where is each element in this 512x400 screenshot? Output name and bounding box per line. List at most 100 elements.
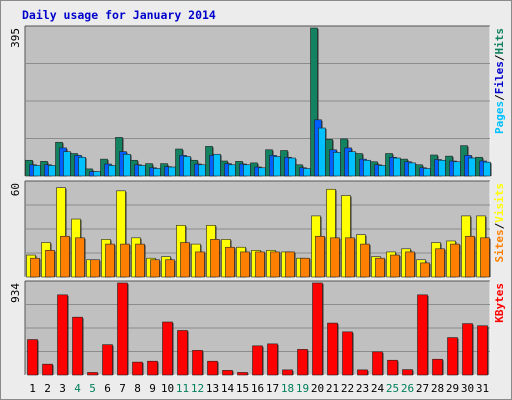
y-max-label: 60 bbox=[9, 183, 22, 196]
series-legend: Pages/Files/Hits bbox=[493, 28, 506, 134]
bar-sites-10 bbox=[165, 259, 175, 278]
bar-kbytes-7 bbox=[117, 282, 128, 376]
bar-pages-19 bbox=[303, 168, 311, 177]
bar-sites-20 bbox=[315, 235, 325, 278]
bar-pages-14 bbox=[228, 164, 236, 177]
bar-kbytes-2 bbox=[42, 363, 53, 376]
bar-sites-31 bbox=[480, 237, 490, 278]
bar-pages-26 bbox=[408, 162, 416, 177]
x-label-day-22: 22 bbox=[341, 382, 354, 395]
bar-pages-23 bbox=[363, 159, 371, 177]
bar-kbytes-8 bbox=[132, 361, 143, 376]
bar-sites-15 bbox=[240, 251, 250, 278]
x-label-day-30: 30 bbox=[461, 382, 474, 395]
bar-pages-11 bbox=[183, 156, 191, 177]
legend-visits: Visits bbox=[493, 183, 506, 223]
bar-sites-23 bbox=[360, 243, 370, 278]
bar-kbytes-25 bbox=[387, 359, 398, 376]
x-label-day-4: 4 bbox=[74, 382, 81, 395]
bar-kbytes-20 bbox=[312, 282, 323, 376]
x-label-day-17: 17 bbox=[266, 382, 279, 395]
bar-kbytes-1 bbox=[27, 339, 38, 376]
legend-hits: Hits bbox=[493, 28, 506, 55]
x-label-day-2: 2 bbox=[44, 382, 51, 395]
bar-pages-21 bbox=[333, 152, 341, 177]
x-axis-labels: 1 2 3 4 5 6 7 8 9 10 11 12 13 14 15 16 17 18 19 20 21 22 23 24 2… bbox=[29, 382, 489, 395]
x-label-day-9: 9 bbox=[149, 382, 156, 395]
bar-hits-20 bbox=[310, 27, 318, 177]
bar-kbytes-18 bbox=[282, 369, 293, 376]
legend-separator: / bbox=[493, 54, 506, 61]
bar-kbytes-23 bbox=[357, 369, 368, 376]
x-label-day-18: 18 bbox=[281, 382, 294, 395]
bar-kbytes-16 bbox=[252, 345, 263, 376]
chart-title: Daily usage for January 2014 bbox=[22, 8, 216, 22]
bar-kbytes-4 bbox=[72, 316, 83, 376]
bar-pages-17 bbox=[273, 156, 281, 177]
bar-kbytes-24 bbox=[372, 351, 383, 376]
bar-sites-1 bbox=[30, 257, 40, 278]
bar-sites-9 bbox=[150, 259, 160, 278]
bar-pages-29 bbox=[453, 161, 461, 177]
bar-pages-5 bbox=[93, 171, 101, 177]
bar-sites-30 bbox=[465, 235, 475, 278]
x-label-day-20: 20 bbox=[311, 382, 324, 395]
bar-pages-7 bbox=[123, 153, 131, 177]
bar-sites-26 bbox=[405, 251, 415, 278]
bar-sites-22 bbox=[345, 237, 355, 278]
bar-sites-18 bbox=[285, 251, 295, 278]
bar-sites-2 bbox=[45, 250, 55, 278]
bar-sites-7 bbox=[120, 243, 130, 278]
bar-sites-14 bbox=[225, 246, 235, 278]
bar-sites-17 bbox=[270, 251, 280, 278]
x-label-day-26: 26 bbox=[401, 382, 414, 395]
x-label-day-13: 13 bbox=[206, 382, 219, 395]
bar-sites-19 bbox=[300, 257, 310, 278]
bar-pages-3 bbox=[63, 151, 71, 177]
bar-kbytes-3 bbox=[57, 294, 68, 376]
bar-kbytes-26 bbox=[402, 369, 413, 376]
panel-kbytes: 934 KBytes bbox=[9, 280, 506, 376]
y-max-label: 934 bbox=[9, 283, 22, 303]
bar-pages-30 bbox=[468, 157, 476, 177]
x-label-day-15: 15 bbox=[236, 382, 249, 395]
bar-sites-28 bbox=[435, 248, 445, 278]
bar-kbytes-28 bbox=[432, 358, 443, 376]
series-legend: KBytes bbox=[493, 283, 506, 323]
bar-kbytes-30 bbox=[462, 323, 473, 376]
bar-pages-2 bbox=[48, 165, 56, 177]
x-label-day-11: 11 bbox=[176, 382, 189, 395]
bar-pages-25 bbox=[393, 157, 401, 177]
legend-pages: Pages bbox=[493, 101, 506, 134]
bar-sites-29 bbox=[450, 243, 460, 278]
bar-sites-3 bbox=[60, 235, 70, 278]
bar-sites-24 bbox=[375, 257, 385, 278]
x-label-day-1: 1 bbox=[29, 382, 36, 395]
bar-sites-6 bbox=[105, 243, 115, 278]
bar-pages-8 bbox=[138, 165, 146, 177]
bar-kbytes-22 bbox=[342, 331, 353, 376]
bar-sites-25 bbox=[390, 254, 400, 278]
series-legend: Sites/Visits bbox=[493, 183, 506, 263]
bar-pages-27 bbox=[423, 168, 431, 177]
x-label-day-24: 24 bbox=[371, 382, 385, 395]
bar-sites-12 bbox=[195, 251, 205, 278]
x-label-day-25: 25 bbox=[386, 382, 399, 395]
x-label-day-21: 21 bbox=[326, 382, 339, 395]
bar-kbytes-9 bbox=[147, 360, 158, 376]
bar-pages-6 bbox=[108, 165, 116, 177]
bar-pages-28 bbox=[438, 159, 446, 177]
x-label-day-6: 6 bbox=[104, 382, 111, 395]
bar-kbytes-17 bbox=[267, 343, 278, 376]
legend-separator: / bbox=[493, 94, 506, 101]
x-label-day-29: 29 bbox=[446, 382, 459, 395]
bar-kbytes-15 bbox=[237, 372, 248, 376]
bar-pages-31 bbox=[483, 161, 491, 177]
bar-kbytes-27 bbox=[417, 294, 428, 376]
bar-pages-4 bbox=[78, 156, 86, 177]
x-label-day-23: 23 bbox=[356, 382, 369, 395]
x-label-day-3: 3 bbox=[59, 382, 66, 395]
bar-pages-16 bbox=[258, 167, 266, 177]
bar-kbytes-29 bbox=[447, 337, 458, 376]
